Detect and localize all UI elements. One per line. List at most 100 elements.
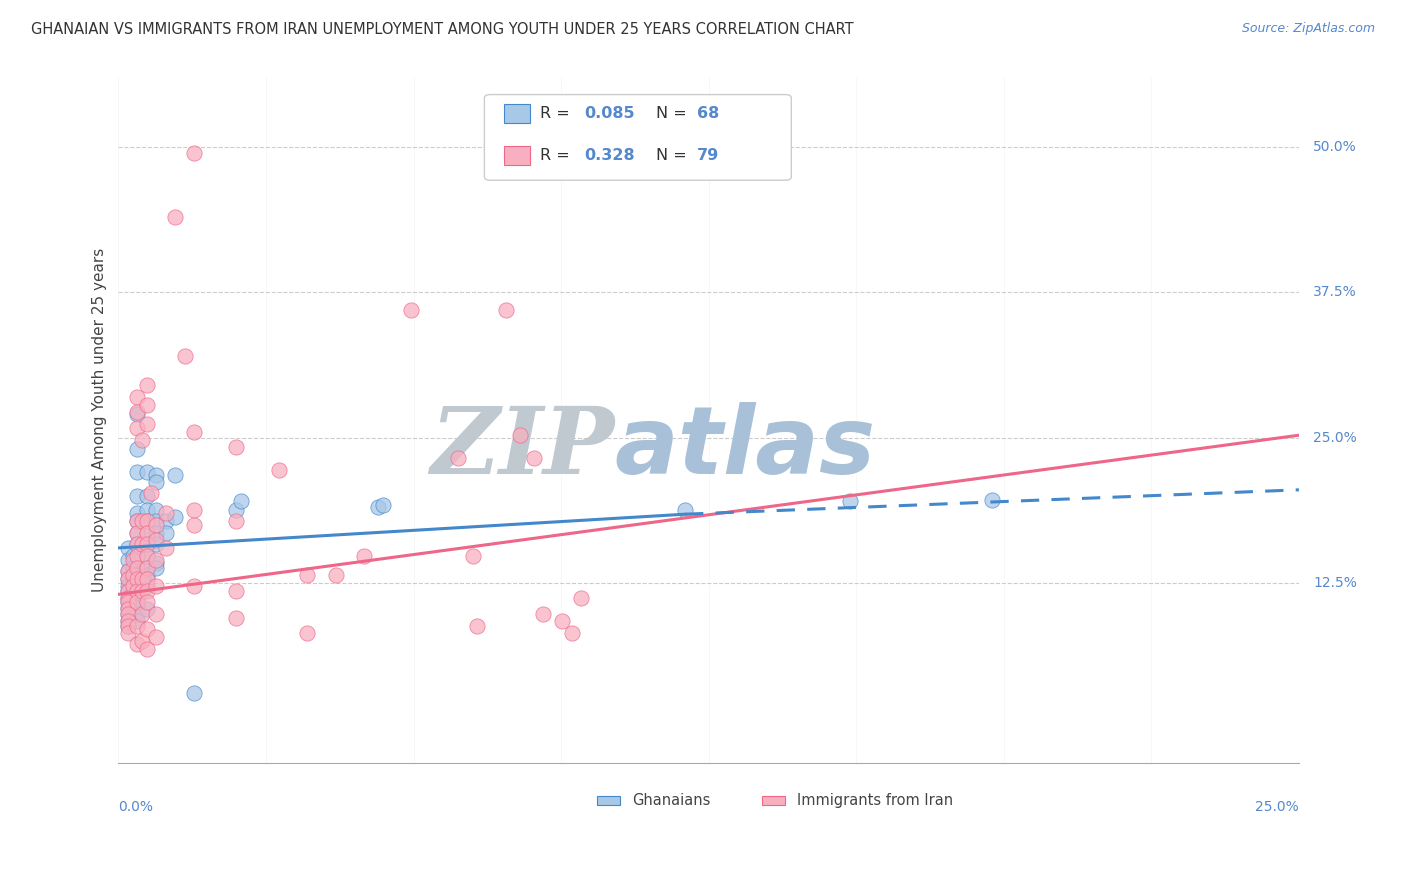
Point [155, 541, 177, 555]
Text: R =: R = [540, 148, 575, 163]
Point [561, 625, 583, 640]
Point [121, 560, 143, 574]
Text: 25.0%: 25.0% [1313, 431, 1357, 444]
Point [121, 579, 143, 593]
Point [127, 560, 149, 574]
Point [131, 583, 153, 598]
Point [297, 567, 319, 582]
Text: N =: N = [655, 148, 692, 163]
Point [127, 637, 149, 651]
Point [839, 494, 862, 508]
Point [127, 567, 149, 582]
Point [135, 537, 157, 551]
Text: 68: 68 [697, 106, 718, 121]
Point [135, 378, 157, 392]
Point [117, 595, 139, 609]
Point [165, 509, 187, 524]
Point [127, 442, 149, 457]
Point [135, 572, 157, 586]
Point [183, 502, 205, 516]
Point [145, 607, 167, 621]
Point [531, 607, 554, 621]
Point [155, 514, 177, 528]
Text: Immigrants from Iran: Immigrants from Iran [797, 793, 953, 808]
Point [145, 525, 167, 540]
Point [127, 595, 149, 609]
Point [135, 537, 157, 551]
Point [117, 601, 139, 615]
Point [127, 549, 149, 563]
Point [121, 567, 143, 582]
Point [117, 572, 139, 586]
Text: 0.085: 0.085 [585, 106, 636, 121]
Point [117, 602, 139, 616]
Point [117, 552, 139, 566]
Point [569, 591, 592, 605]
Point [121, 552, 143, 566]
Point [127, 421, 149, 435]
Bar [505, 104, 530, 123]
Point [135, 579, 157, 593]
Point [127, 537, 149, 551]
Point [495, 302, 517, 317]
Point [127, 514, 149, 528]
Text: GHANAIAN VS IMMIGRANTS FROM IRAN UNEMPLOYMENT AMONG YOUTH UNDER 25 YEARS CORRELA: GHANAIAN VS IMMIGRANTS FROM IRAN UNEMPLO… [31, 22, 853, 37]
Point [523, 451, 546, 466]
Point [165, 210, 187, 224]
Point [131, 433, 153, 447]
Point [141, 486, 163, 500]
Point [131, 537, 153, 551]
Point [135, 567, 157, 582]
Point [267, 463, 290, 477]
Point [135, 642, 157, 657]
Bar [762, 796, 786, 805]
Point [371, 498, 394, 512]
Point [127, 572, 149, 586]
Point [117, 591, 139, 605]
Bar [596, 796, 620, 805]
Point [135, 572, 157, 586]
Point [183, 686, 205, 700]
Point [225, 610, 247, 624]
Text: Ghanaians: Ghanaians [631, 793, 710, 808]
Point [135, 417, 157, 431]
Point [225, 514, 247, 528]
Point [127, 525, 149, 540]
Point [127, 506, 149, 520]
Point [145, 552, 167, 566]
Point [135, 489, 157, 503]
Point [165, 467, 187, 482]
Point [117, 618, 139, 632]
Text: Source: ZipAtlas.com: Source: ZipAtlas.com [1241, 22, 1375, 36]
Point [145, 533, 167, 547]
Text: atlas: atlas [614, 401, 876, 493]
Point [135, 560, 157, 574]
Point [135, 583, 157, 598]
Point [325, 567, 347, 582]
Text: 79: 79 [697, 148, 718, 163]
Point [135, 525, 157, 540]
Point [135, 514, 157, 528]
Point [117, 625, 139, 640]
Point [297, 625, 319, 640]
Point [461, 549, 484, 563]
Point [145, 560, 167, 574]
Text: N =: N = [655, 106, 692, 121]
Point [173, 349, 195, 363]
Point [145, 475, 167, 489]
Point [367, 500, 389, 515]
Point [127, 607, 149, 621]
Point [117, 583, 139, 598]
Point [121, 583, 143, 598]
Point [145, 556, 167, 570]
Point [135, 595, 157, 609]
Text: 50.0%: 50.0% [1313, 140, 1357, 154]
Point [127, 405, 149, 419]
Point [135, 502, 157, 516]
Point [135, 514, 157, 528]
Point [127, 583, 149, 598]
Point [145, 514, 167, 528]
Point [225, 440, 247, 454]
Point [551, 614, 574, 628]
Point [121, 549, 143, 563]
